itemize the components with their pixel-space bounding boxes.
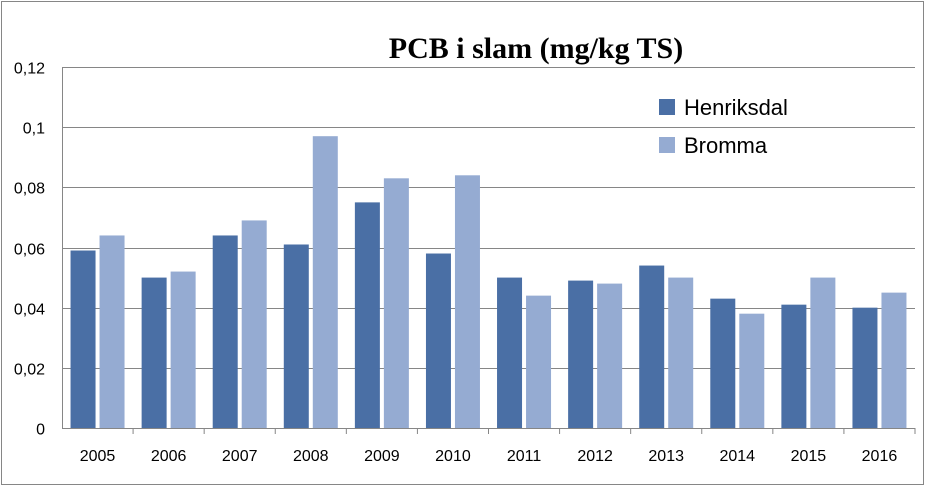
x-tick-label: 2007: [222, 448, 258, 465]
y-tick-label: 0,1: [23, 121, 45, 138]
bars: [70, 136, 907, 429]
x-tick-label: 2014: [719, 448, 755, 465]
x-tick-label: 2010: [435, 448, 471, 465]
x-tick-label: 2005: [80, 448, 116, 465]
bar-bromma-2016: [881, 292, 907, 428]
gridlines: [62, 67, 915, 369]
bar-henriksdal-2012: [568, 280, 594, 428]
y-tick-label: 0,12: [14, 61, 45, 78]
bar-bromma-2013: [668, 277, 694, 428]
x-tick-label: 2015: [791, 448, 827, 465]
bar-henriksdal-2008: [283, 244, 309, 428]
y-tick-label: 0,04: [14, 302, 45, 319]
legend: Henriksdal Bromma: [659, 95, 788, 158]
legend-label-bromma: Bromma: [684, 133, 768, 158]
legend-swatch-bromma: [659, 137, 675, 153]
bar-henriksdal-2016: [852, 307, 878, 428]
bar-bromma-2007: [241, 220, 267, 428]
x-tick-label: 2016: [862, 448, 898, 465]
bar-bromma-2012: [597, 283, 623, 428]
bar-henriksdal-2014: [710, 298, 736, 428]
bar-henriksdal-2009: [354, 202, 380, 428]
bar-henriksdal-2005: [70, 250, 96, 428]
bar-bromma-2005: [99, 235, 125, 428]
bar-henriksdal-2013: [639, 265, 665, 428]
bar-henriksdal-2006: [141, 277, 167, 428]
x-tick-label: 2011: [507, 448, 542, 465]
legend-swatch-henriksdal: [659, 99, 675, 115]
y-tick-label: 0,02: [14, 362, 45, 379]
bar-bromma-2006: [170, 271, 196, 428]
bar-bromma-2014: [739, 313, 765, 428]
x-tick-label: 2008: [293, 448, 329, 465]
bar-henriksdal-2015: [781, 304, 807, 428]
bar-bromma-2008: [312, 136, 338, 429]
bar-bromma-2011: [526, 295, 552, 428]
y-tick-label: 0,06: [14, 242, 45, 259]
bar-bromma-2015: [810, 277, 836, 428]
x-tick-label: 2012: [577, 448, 613, 465]
bar-henriksdal-2010: [425, 253, 451, 428]
bar-henriksdal-2007: [212, 235, 238, 428]
y-tick-label: 0: [36, 422, 45, 439]
y-tick-label: 0,08: [14, 181, 45, 198]
x-tick-label: 2009: [364, 448, 400, 465]
x-tick-label: 2013: [648, 448, 684, 465]
bar-bromma-2009: [383, 178, 409, 428]
chart-title: PCB i slam (mg/kg TS): [389, 32, 683, 65]
bar-bromma-2010: [454, 175, 480, 428]
axes: 0 0,02 0,04 0,06 0,08 0,1 0,12 2005 2006 2007 2008…: [14, 61, 916, 465]
bar-henriksdal-2011: [497, 277, 523, 428]
x-tick-label: 2006: [151, 448, 187, 465]
legend-label-henriksdal: Henriksdal: [684, 95, 788, 120]
